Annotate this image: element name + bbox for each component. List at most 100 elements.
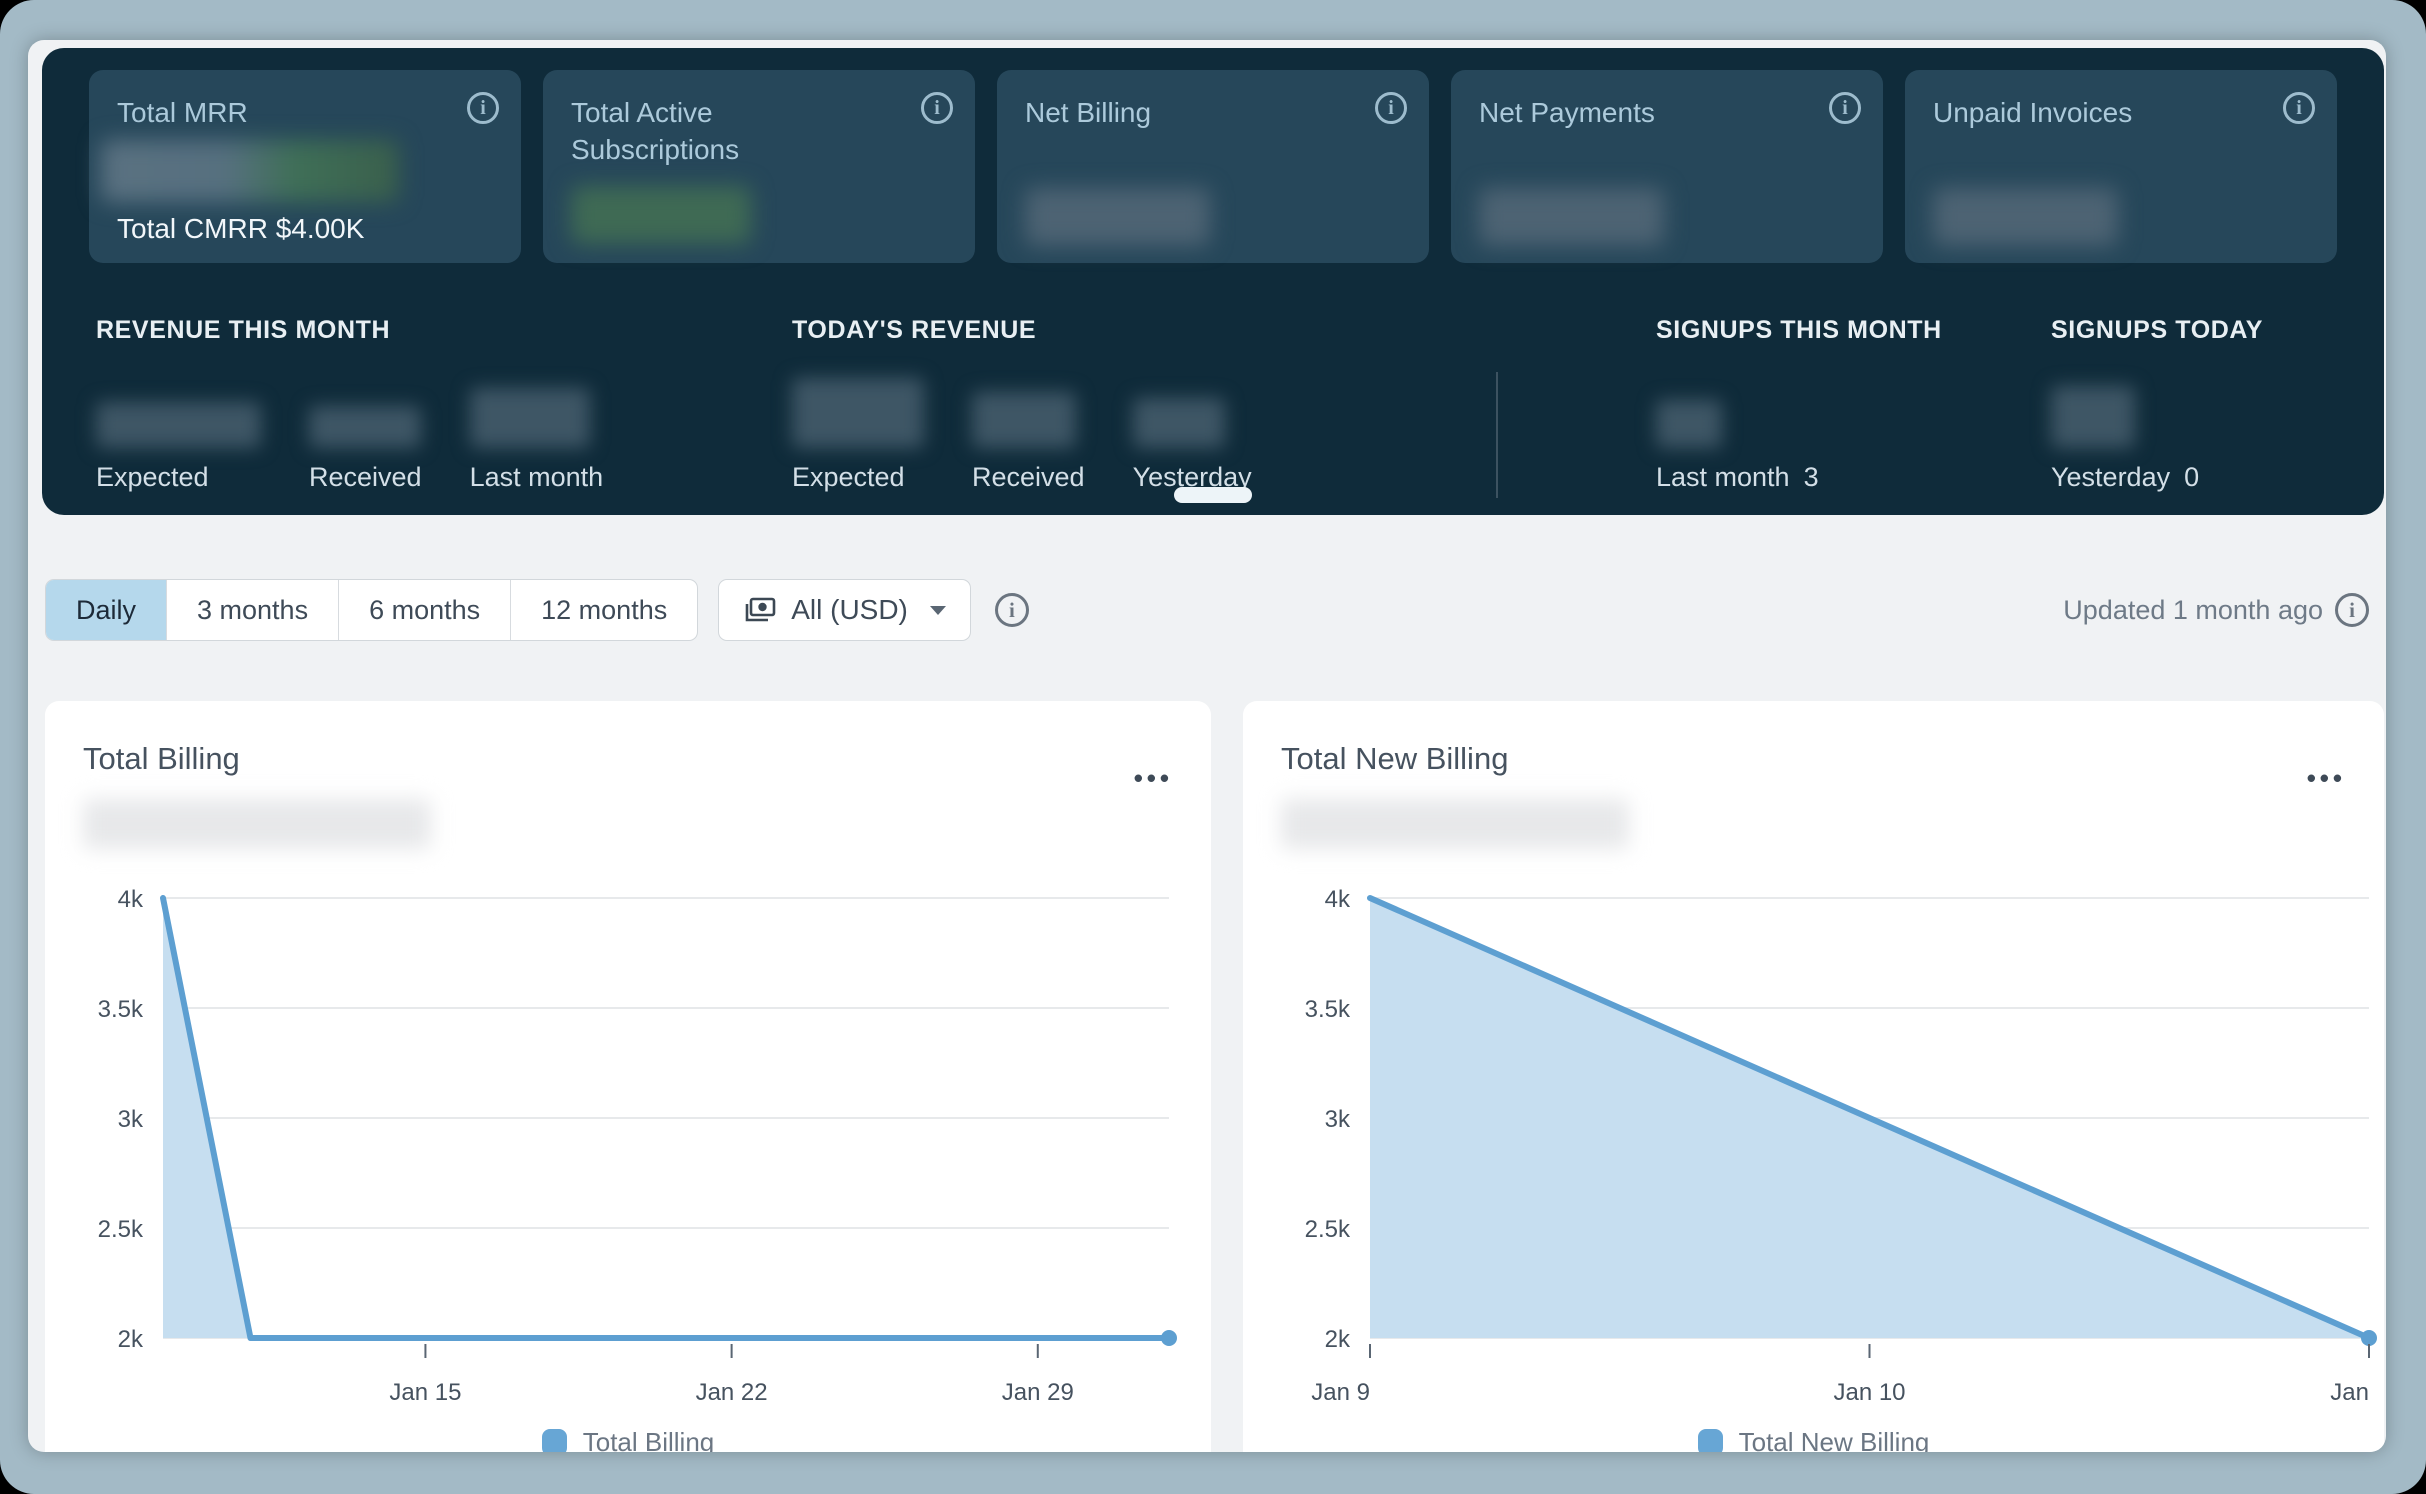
section-revenue-this-month: REVENUE THIS MONTH Expected Received (96, 316, 603, 493)
metric-label: Expected (96, 462, 209, 492)
metric-label: Received (972, 462, 1085, 492)
section-heading: TODAY'S REVENUE (792, 316, 1037, 344)
info-icon[interactable]: i (2335, 593, 2369, 627)
chevron-down-icon (929, 605, 946, 615)
info-icon[interactable]: i (921, 92, 953, 124)
svg-text:2k: 2k (118, 1326, 144, 1353)
svg-text:3.5k: 3.5k (98, 996, 144, 1023)
updated-text: Updated 1 month ago (2063, 594, 2323, 625)
svg-text:Jan 29: Jan 29 (1002, 1379, 1074, 1406)
redacted-value (1132, 398, 1225, 448)
legend-label: Total New Billing (1738, 1427, 1930, 1452)
tab-daily[interactable]: Daily (46, 580, 168, 640)
metric-label: Last month (469, 462, 604, 492)
info-icon[interactable]: i (1829, 92, 1861, 124)
legend-marker (541, 1429, 567, 1452)
redacted-value (1025, 188, 1210, 246)
metric-label: Received (309, 462, 422, 492)
info-icon[interactable]: i (994, 593, 1029, 627)
redacted-subtitle (83, 799, 431, 849)
total-new-billing-chart: 2k 2.5k 3k 3.5k 4k Jan 9 Jan 10 Jan (1305, 886, 2377, 1406)
total-new-billing-card: Total New Billing ••• 2k 2.5k 3k 3.5k 4k Jan … (1243, 701, 2384, 1452)
label-text: Last month (1656, 462, 1790, 492)
metric-signups-today: Yesterday 0 (2051, 363, 2199, 493)
metric-received: Received (309, 363, 422, 493)
total-billing-chart: 2k 2.5k 3k 3.5k 4k Jan 15 Jan 22 Jan 29 (98, 886, 1177, 1406)
metric-label: Yesterday 0 (2051, 462, 2199, 493)
card-header: Total Billing ••• (45, 701, 1211, 849)
redacted-value (2051, 386, 2135, 448)
metric-label: Expected (792, 462, 905, 492)
metric-expected: Expected (96, 363, 261, 493)
redacted-value (1479, 188, 1664, 246)
card-menu-icon[interactable]: ••• (2306, 763, 2346, 793)
kpi-card-net-billing: Net Billing i (997, 70, 1429, 263)
updated-status: Updated 1 month ago i (2063, 593, 2369, 627)
kpi-footer: Total CMRR $4.00K (117, 213, 365, 244)
tab-12-months[interactable]: 12 months (541, 594, 668, 625)
svg-text:2k: 2k (1325, 1326, 1351, 1353)
svg-text:Jan 9: Jan 9 (1311, 1379, 1370, 1406)
section-heading: SIGNUPS THIS MONTH (1656, 316, 1942, 344)
section-divider (1496, 372, 1498, 498)
info-icon[interactable]: i (1375, 92, 1407, 124)
redacted-value (571, 186, 751, 244)
svg-text:2.5k: 2.5k (98, 1216, 144, 1243)
kpi-card-net-payments: Net Payments i (1451, 70, 1883, 263)
kpi-title: Unpaid Invoices (1933, 97, 2133, 128)
legend-total-billing[interactable]: Total Billing (45, 1427, 1211, 1452)
card-header: Total New Billing ••• (1243, 701, 2384, 849)
redacted-value (972, 392, 1076, 448)
dashboard-page: Total MRR i Total CMRR $4.00K Total Acti… (28, 40, 2386, 1452)
panel-drag-handle[interactable] (1174, 487, 1252, 503)
tab-3-months[interactable]: 3 months (167, 580, 340, 640)
redacted-value (101, 140, 399, 202)
svg-text:4k: 4k (1325, 886, 1351, 913)
svg-text:Jan 10: Jan 10 (1833, 1379, 1905, 1406)
svg-text:2.5k: 2.5k (1305, 1216, 1351, 1243)
metric-signups-month: Last month 3 (1656, 363, 1819, 493)
metric-yesterday: Yesterday (1132, 363, 1252, 493)
svg-text:Jan 15: Jan 15 (389, 1379, 461, 1406)
redacted-value (1933, 188, 2118, 246)
currency-filter-dropdown[interactable]: All (USD) (718, 579, 971, 641)
info-icon[interactable]: i (467, 92, 499, 124)
svg-text:4k: 4k (118, 886, 144, 913)
legend-marker (1697, 1429, 1723, 1452)
label-value: 3 (1803, 462, 1819, 492)
label-value: 0 (2184, 462, 2200, 492)
svg-text:3k: 3k (1325, 1106, 1351, 1133)
info-icon[interactable]: i (2283, 92, 2315, 124)
chart-title: Total Billing (83, 741, 240, 776)
metric-expected: Expected (792, 363, 924, 493)
svg-text:3.5k: 3.5k (1305, 996, 1351, 1023)
card-menu-icon[interactable]: ••• (1133, 763, 1173, 793)
section-heading: REVENUE THIS MONTH (96, 316, 391, 344)
kpi-title: Total MRR (117, 97, 248, 128)
svg-text:3k: 3k (118, 1106, 144, 1133)
metric-label: Last month 3 (1656, 462, 1819, 493)
legend-label: Total Billing (582, 1427, 715, 1452)
period-tabs: Daily 3 months 6 months 12 months (45, 579, 699, 641)
kpi-title: Net Payments (1479, 97, 1655, 128)
section-todays-revenue: TODAY'S REVENUE Expected Received Yes (792, 316, 1252, 493)
svg-text:Jan 22: Jan 22 (696, 1379, 768, 1406)
redacted-value (792, 378, 924, 448)
redacted-value (309, 406, 421, 448)
label-text: Yesterday (2051, 462, 2171, 492)
redacted-value (1656, 400, 1722, 448)
kpi-card-active-subscriptions: Total Active Subscriptions i (543, 70, 975, 263)
kpi-title: Total Active Subscriptions (571, 97, 740, 165)
legend-total-new-billing[interactable]: Total New Billing (1243, 1427, 2384, 1452)
redacted-value (469, 388, 590, 448)
section-signups-this-month: SIGNUPS THIS MONTH Last month 3 (1656, 316, 1942, 493)
redacted-subtitle (1281, 799, 1629, 849)
svg-text:Jan: Jan (2330, 1379, 2369, 1406)
chart-toolbar: Daily 3 months 6 months 12 months All (U… (45, 579, 2369, 641)
metric-received: Received (972, 363, 1085, 493)
tab-6-months[interactable]: 6 months (339, 580, 512, 640)
kpi-title: Net Billing (1025, 97, 1152, 128)
banknote-icon (745, 597, 776, 622)
kpi-summary-panel: Total MRR i Total CMRR $4.00K Total Acti… (42, 48, 2384, 515)
